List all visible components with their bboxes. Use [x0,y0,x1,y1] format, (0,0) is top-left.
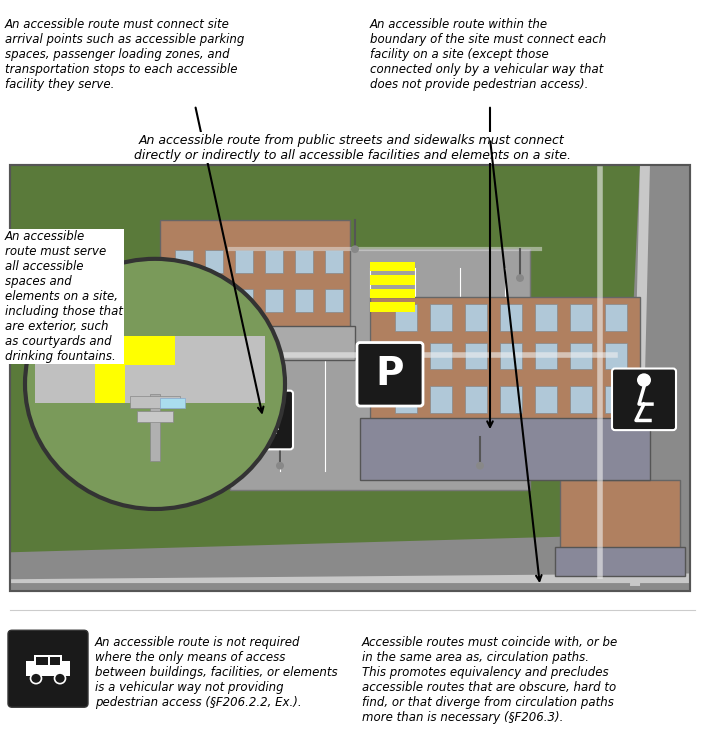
Polygon shape [560,480,680,557]
Polygon shape [370,297,640,432]
Bar [160,398,185,408]
Circle shape [54,673,66,684]
Bar [325,251,343,273]
Bar [205,251,223,273]
Bar [465,304,487,331]
Polygon shape [35,336,265,403]
Bar [137,411,173,423]
Bar [235,289,253,312]
Circle shape [25,259,285,509]
Bar [250,427,258,432]
Polygon shape [370,262,415,271]
Bar [295,289,313,312]
FancyBboxPatch shape [232,391,293,449]
Bar [265,251,283,273]
Polygon shape [10,573,690,583]
Bar [325,289,343,312]
Bar [10,165,690,590]
Bar [465,386,487,413]
Polygon shape [370,289,415,299]
Bar [26,661,70,676]
Polygon shape [10,165,690,590]
Bar [430,343,452,370]
Bar [295,251,313,273]
Text: An accessible route must connect site
arrival points such as accessible parking
: An accessible route must connect site ar… [5,18,245,92]
Bar [50,657,60,665]
Circle shape [267,410,273,415]
Bar [36,657,48,665]
Polygon shape [555,548,685,576]
Polygon shape [95,336,175,364]
FancyBboxPatch shape [8,630,88,707]
FancyBboxPatch shape [612,369,676,430]
Polygon shape [10,533,690,590]
Bar [535,343,557,370]
Bar [175,251,193,273]
Bar [500,304,522,331]
Bar [570,343,592,370]
Bar [175,289,193,312]
Bar [465,343,487,370]
Bar [270,427,276,432]
Bar [248,425,276,433]
Bar [605,304,627,331]
Bar [260,427,268,432]
Text: An accessible route within the
boundary of the site must connect each
facility o: An accessible route within the boundary … [370,18,606,92]
Bar [395,304,417,331]
Polygon shape [620,165,690,590]
Bar [605,343,627,370]
Circle shape [351,245,359,253]
Bar [150,394,160,461]
Polygon shape [160,220,350,336]
Bar [430,304,452,331]
Bar [265,289,283,312]
Circle shape [30,673,42,684]
Bar [605,386,627,413]
Bar [395,386,417,413]
Bar [430,386,452,413]
Circle shape [476,462,484,469]
Text: An accessible route from public streets and sidewalks must connect
directly or i: An accessible route from public streets … [133,134,570,162]
Polygon shape [360,418,650,480]
Bar [500,386,522,413]
Bar [535,304,557,331]
Bar [130,396,180,408]
FancyBboxPatch shape [357,343,423,406]
Circle shape [637,373,651,386]
Bar [500,343,522,370]
Bar [535,386,557,413]
Bar [246,414,278,429]
Text: An accessible route is not required
where the only means of access
between build: An accessible route is not required wher… [95,636,338,709]
Polygon shape [630,165,650,586]
Polygon shape [370,275,415,285]
Bar [235,251,253,273]
Bar [205,289,223,312]
Text: Accessible routes must coincide with, or be
in the same area as, circulation pat: Accessible routes must coincide with, or… [362,636,618,724]
Bar [570,304,592,331]
Polygon shape [155,326,355,360]
Polygon shape [230,249,530,490]
Circle shape [276,462,284,469]
Bar [34,655,62,667]
Circle shape [251,410,257,415]
Polygon shape [370,302,415,312]
Text: An accessible
route must serve
all accessible
spaces and
elements on a site,
inc: An accessible route must serve all acces… [5,230,123,363]
Circle shape [516,274,524,282]
Bar [395,343,417,370]
Polygon shape [95,364,125,403]
Bar [570,386,592,413]
Text: P: P [376,355,404,393]
